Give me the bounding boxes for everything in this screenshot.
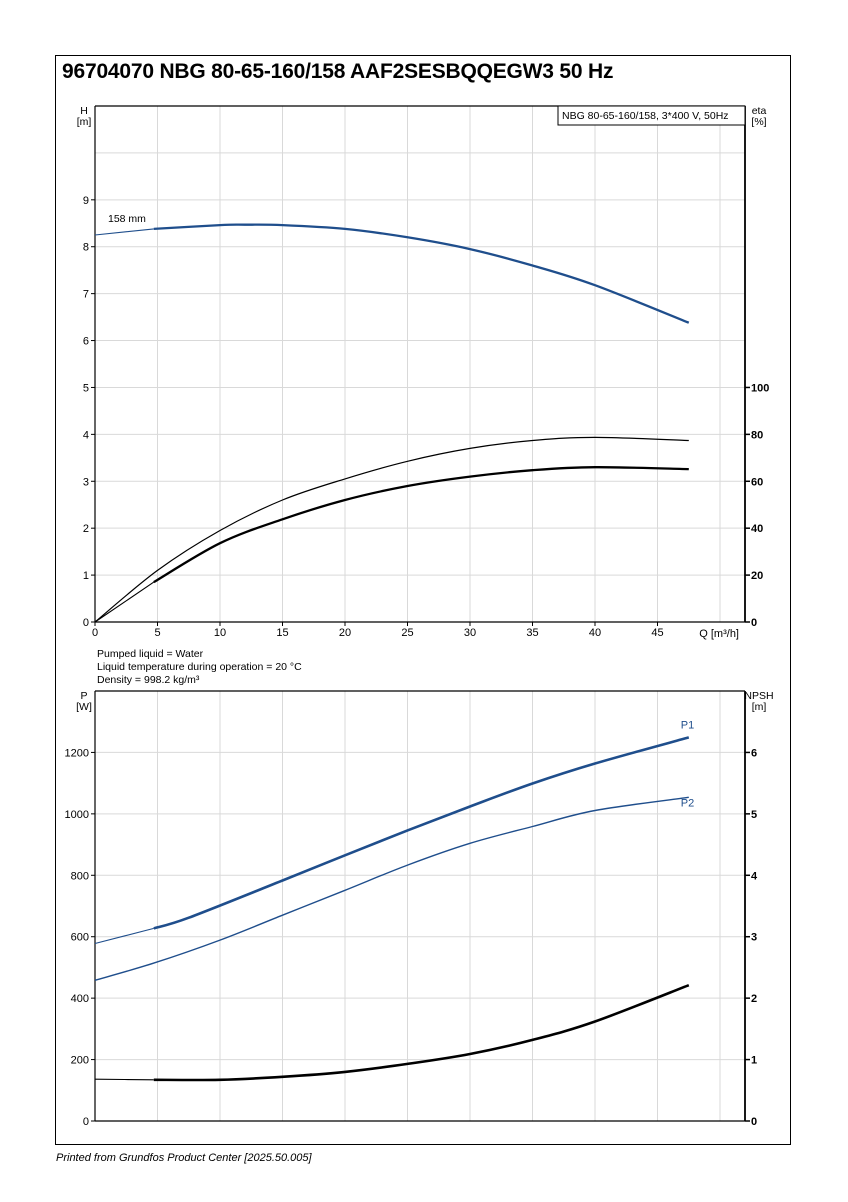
y-tick-label: 2 bbox=[83, 523, 89, 535]
x-tick-label: 40 bbox=[589, 627, 601, 639]
y2-tick-label: 60 bbox=[751, 476, 763, 488]
y2-tick-label: 6 bbox=[751, 747, 757, 759]
page-frame bbox=[55, 55, 791, 1145]
y-tick-label: 1000 bbox=[65, 809, 89, 821]
y2-tick-label: 100 bbox=[751, 382, 769, 394]
density-note: Density = 998.2 kg/m³ bbox=[97, 674, 200, 686]
y-tick-label: 800 bbox=[71, 870, 89, 882]
liquid-temperature-note: Liquid temperature during operation = 20… bbox=[97, 661, 302, 673]
pumped-liquid-note: Pumped liquid = Water bbox=[97, 648, 204, 660]
y-tick-label: 600 bbox=[71, 932, 89, 944]
curve-158-mm bbox=[153, 223, 690, 324]
y-tick-label: 4 bbox=[83, 429, 89, 441]
x-tick-label: 45 bbox=[651, 627, 663, 639]
y2-axis-label: eta bbox=[752, 105, 767, 117]
curve-segment-outside-range bbox=[94, 927, 154, 945]
y2-tick-label: 80 bbox=[751, 429, 763, 441]
x-tick-label: 15 bbox=[276, 627, 288, 639]
y-tick-label: 6 bbox=[83, 336, 89, 348]
y2-tick-label: 1 bbox=[751, 1055, 757, 1067]
y-tick-label: 9 bbox=[83, 195, 89, 207]
legend-text: NBG 80-65-160/158, 3*400 V, 50Hz bbox=[562, 110, 729, 122]
y-tick-label: 0 bbox=[83, 1116, 89, 1128]
y2-tick-label: 2 bbox=[751, 993, 757, 1005]
curve-segment-outside-range bbox=[94, 228, 154, 236]
y-tick-label: 200 bbox=[71, 1055, 89, 1067]
y-axis-label: [W] bbox=[76, 701, 92, 713]
y2-axis-label: [m] bbox=[752, 701, 767, 713]
y-tick-label: 3 bbox=[83, 476, 89, 488]
y2-tick-label: 3 bbox=[751, 932, 757, 944]
y2-tick-label: 0 bbox=[751, 617, 757, 629]
y-tick-label: 5 bbox=[83, 382, 89, 394]
curve-series-2 bbox=[153, 983, 690, 1082]
curve-P1 bbox=[153, 736, 690, 930]
x-tick-label: 10 bbox=[214, 627, 226, 639]
y-axis-label: P bbox=[80, 690, 87, 702]
x-axis-label: Q [m³/h] bbox=[699, 628, 739, 640]
curve-segment-outside-range bbox=[94, 581, 155, 623]
y-tick-label: 1200 bbox=[65, 747, 89, 759]
y-tick-label: 1 bbox=[83, 570, 89, 582]
curve-series-2 bbox=[153, 466, 689, 584]
page-title: 96704070 NBG 80-65-160/158 AAF2SESBQQEGW… bbox=[62, 60, 614, 83]
y-tick-label: 400 bbox=[71, 993, 89, 1005]
x-tick-label: 0 bbox=[92, 627, 98, 639]
x-tick-label: 20 bbox=[339, 627, 351, 639]
y2-axis-label: [%] bbox=[751, 116, 766, 128]
curve-segment-outside-range bbox=[94, 1078, 154, 1081]
y-tick-label: 7 bbox=[83, 289, 89, 301]
legend-box bbox=[557, 105, 746, 126]
y2-tick-label: 40 bbox=[751, 523, 763, 535]
y2-tick-label: 5 bbox=[751, 809, 757, 821]
x-tick-label: 5 bbox=[154, 627, 160, 639]
curve-label: P2 bbox=[681, 797, 694, 809]
y-tick-label: 8 bbox=[83, 242, 89, 254]
y-tick-label: 0 bbox=[83, 617, 89, 629]
curve-series-1 bbox=[94, 436, 689, 623]
x-tick-label: 25 bbox=[401, 627, 413, 639]
curve-label: P1 bbox=[681, 719, 694, 731]
footer-note: Printed from Grundfos Product Center [20… bbox=[56, 1152, 312, 1164]
x-tick-label: 35 bbox=[526, 627, 538, 639]
y2-tick-label: 4 bbox=[751, 870, 758, 882]
y2-tick-label: 0 bbox=[751, 1116, 757, 1128]
curve-P2 bbox=[94, 796, 689, 981]
y2-tick-label: 20 bbox=[751, 570, 763, 582]
curve-label: 158 mm bbox=[108, 213, 146, 225]
y-axis-label: [m] bbox=[77, 116, 92, 128]
y2-axis-label: NPSH bbox=[744, 690, 773, 702]
x-tick-label: 30 bbox=[464, 627, 476, 639]
y-axis-label: H bbox=[80, 105, 88, 117]
